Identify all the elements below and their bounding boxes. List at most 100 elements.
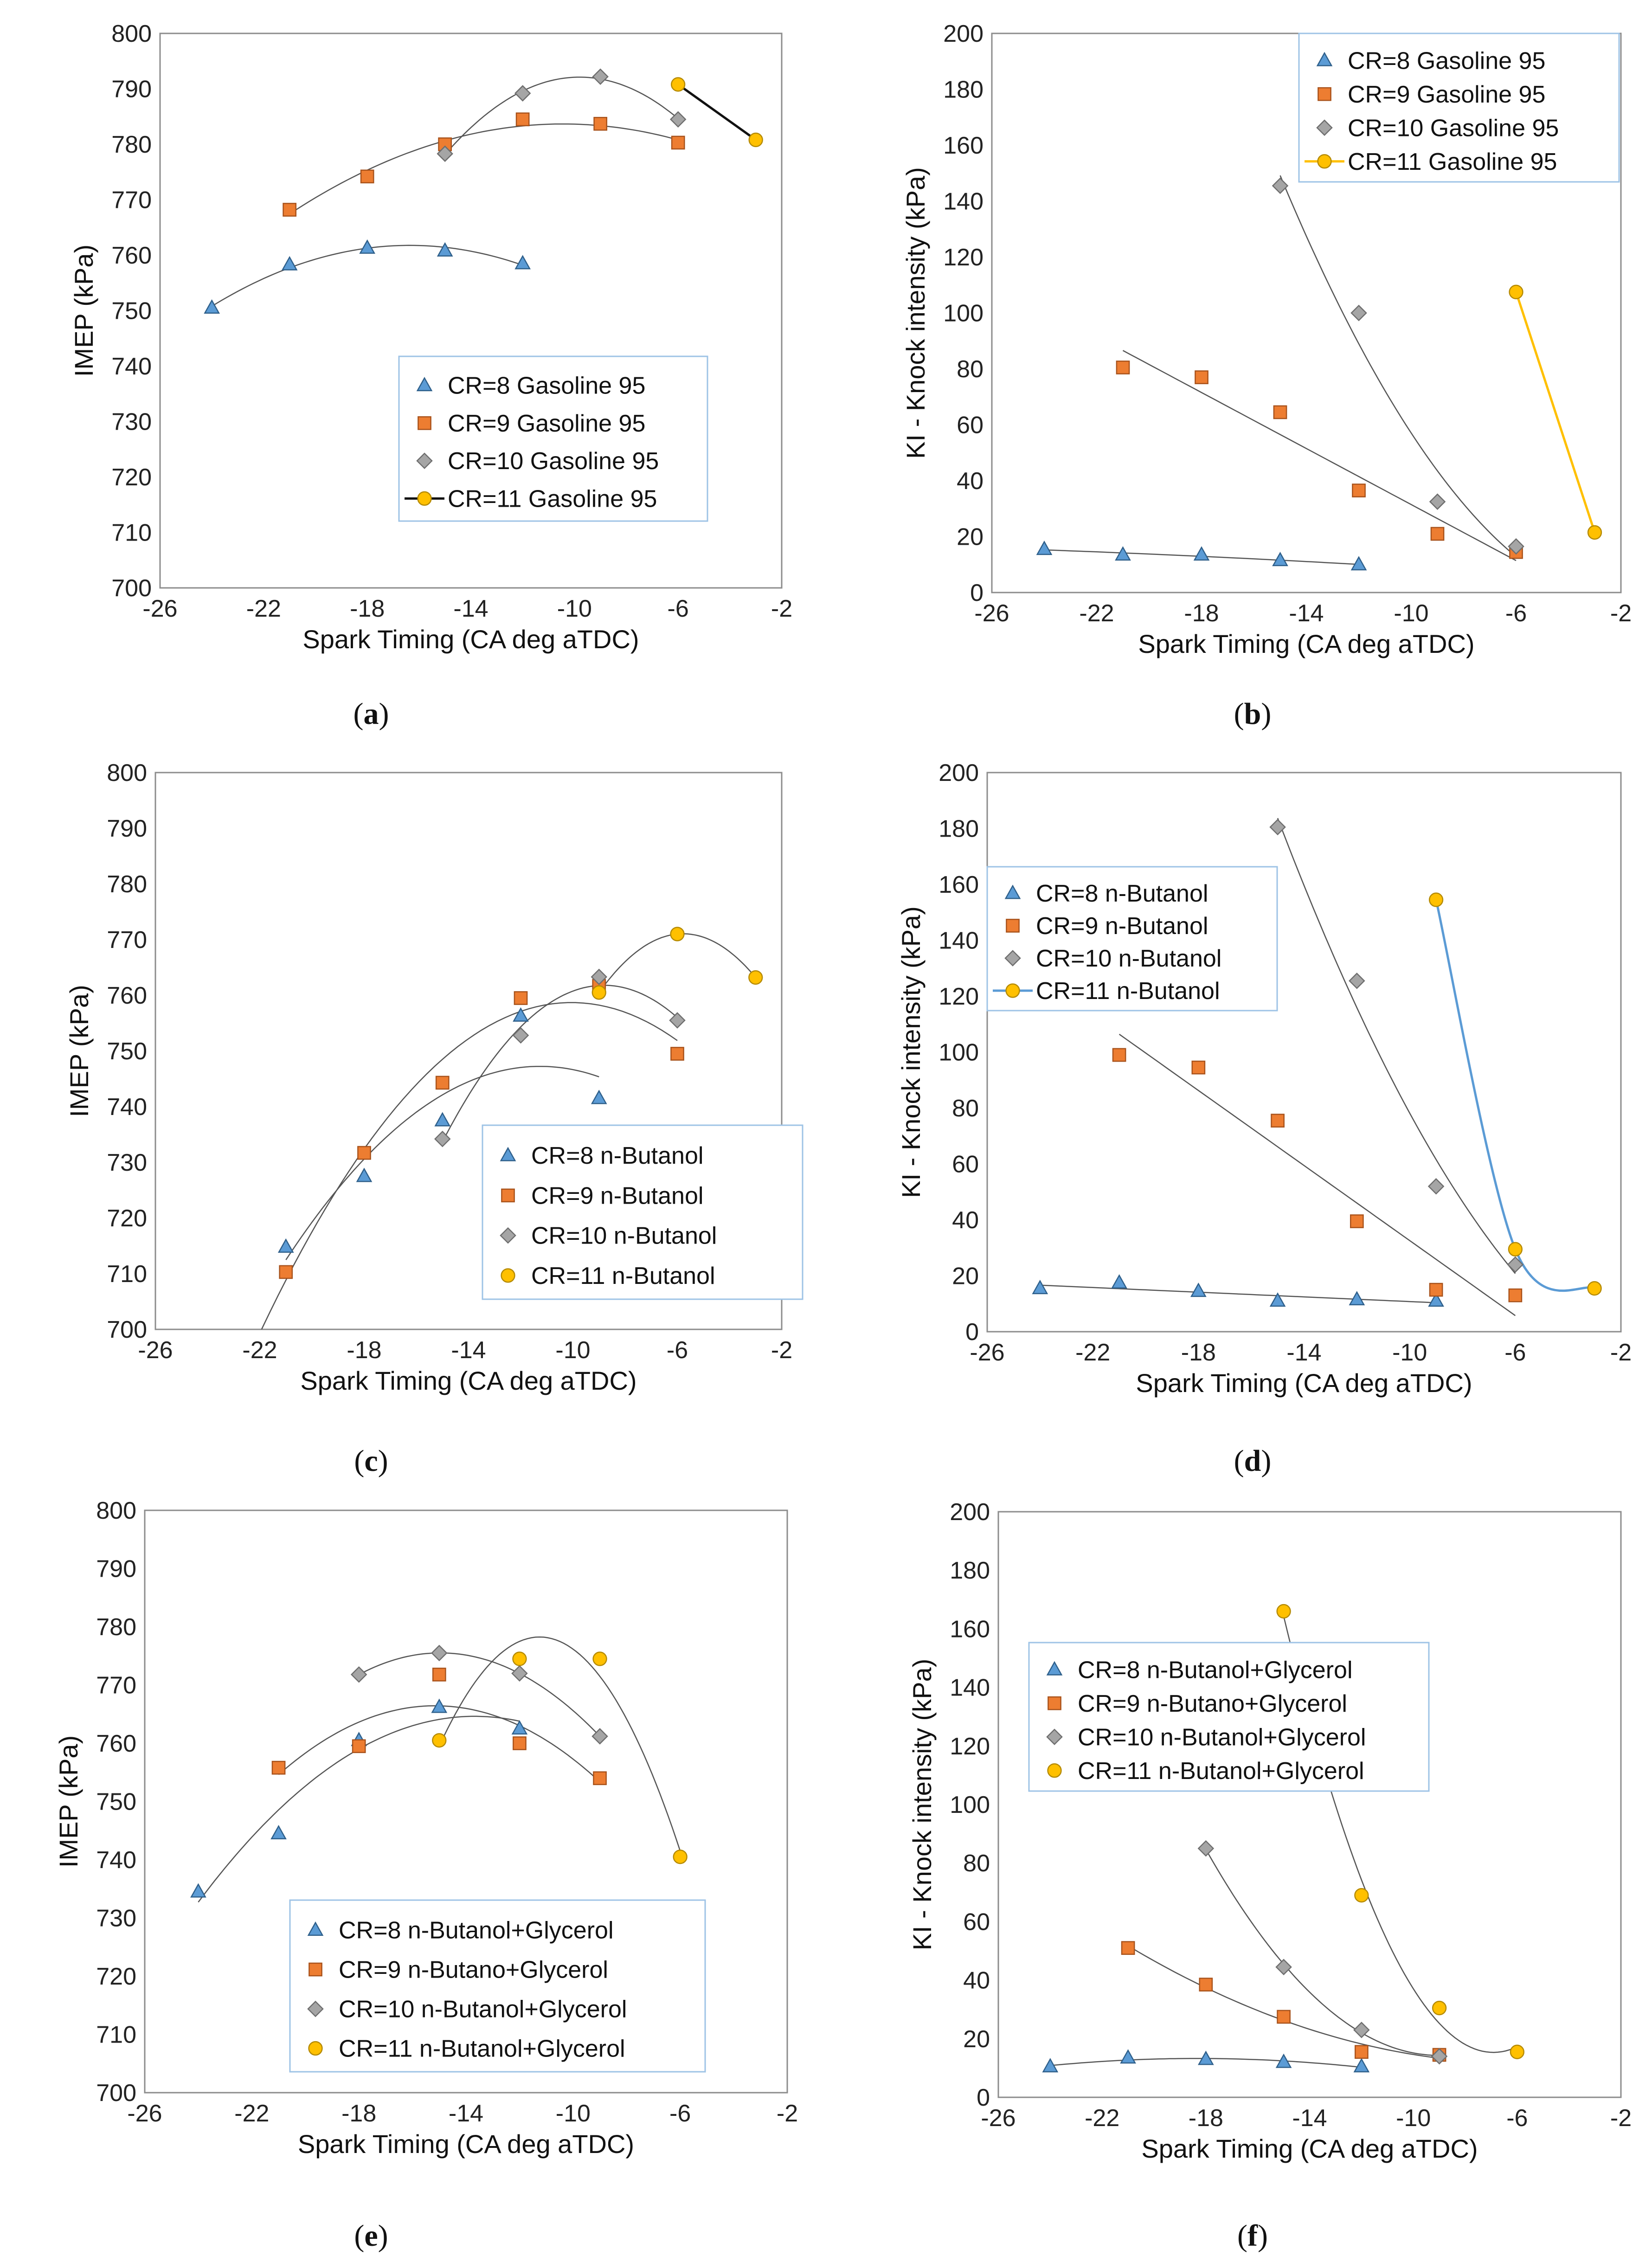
data-point: [1587, 1281, 1602, 1296]
data-point: [1354, 1888, 1369, 1903]
legend-entry: CR=10 n-Butanol: [531, 1223, 717, 1250]
x-tick-label: -26: [127, 2100, 162, 2127]
y-tick-label: 160: [943, 132, 983, 159]
legend-marker: [501, 1188, 515, 1203]
data-point: [1112, 1048, 1126, 1062]
data-point: [1195, 370, 1208, 384]
data-point: [1116, 361, 1130, 374]
data-point: [514, 255, 531, 270]
legend-entry: CR=11 n-Butanol+Glycerol: [1078, 1758, 1364, 1785]
y-tick-label: 80: [963, 1850, 990, 1877]
y-tick-label: 720: [111, 464, 152, 491]
y-tick-label: 20: [963, 2026, 990, 2053]
series-2: [437, 68, 687, 162]
data-point: [592, 1651, 607, 1666]
data-point: [1353, 2022, 1370, 2038]
data-point: [1349, 1291, 1365, 1306]
y-tick-label: 790: [111, 76, 152, 103]
x-tick-label: -18: [1189, 2105, 1223, 2132]
data-point: [1352, 483, 1366, 497]
y-tick-label: 740: [96, 1847, 136, 1874]
data-point: [1121, 1941, 1135, 1955]
data-point: [1275, 1959, 1292, 1975]
legend-entry: CR=9 n-Butanol: [1036, 913, 1208, 940]
legend-marker: [1046, 1728, 1063, 1746]
data-point: [1275, 2053, 1292, 2068]
x-tick-label: -10: [1394, 600, 1428, 627]
x-tick-label: -22: [246, 595, 281, 622]
x-tick-label: -22: [1085, 2105, 1119, 2132]
data-point: [1277, 2010, 1291, 2024]
legend-entry: CR=11 Gasoline 95: [1348, 148, 1557, 175]
trendline-series-3: [1435, 899, 1595, 1292]
y-tick-label: 700: [107, 1316, 147, 1343]
y-tick-label: 180: [943, 77, 983, 103]
trendline-series-2: [1277, 818, 1516, 1274]
y-tick-label: 160: [938, 871, 979, 898]
data-point: [431, 1698, 448, 1713]
series-3: [591, 927, 763, 1000]
panel-label: (c): [354, 1444, 388, 1478]
trendline-series-1: [1122, 350, 1517, 561]
trendline-series-2: [1205, 1849, 1440, 2056]
y-tick-label: 200: [938, 760, 979, 786]
legend-marker: [1046, 1661, 1063, 1676]
y-tick-label: 720: [96, 1963, 136, 1990]
data-point: [350, 1666, 367, 1683]
y-tick-label: 770: [96, 1672, 136, 1699]
data-point: [670, 1047, 684, 1061]
data-point: [432, 1733, 447, 1748]
legend-box: [1298, 32, 1620, 183]
trendline-series-2: [444, 77, 679, 155]
data-point: [434, 1112, 451, 1127]
data-point: [591, 1728, 608, 1745]
x-tick-label: -22: [242, 1337, 277, 1364]
y-tick-label: 140: [938, 928, 979, 954]
series-2: [1269, 819, 1524, 1273]
y-tick-label: 160: [950, 1616, 990, 1643]
data-point: [1272, 552, 1288, 567]
trendline-series-3: [438, 1636, 681, 1851]
data-point: [360, 169, 374, 184]
legend-marker: [416, 452, 433, 469]
data-point: [1197, 1840, 1215, 1857]
y-tick-label: 120: [943, 244, 983, 271]
y-tick-label: 180: [950, 1557, 990, 1584]
legend-entry: CR=9 n-Butanol: [531, 1182, 703, 1209]
legend-entry: CR=11 n-Butanol: [531, 1263, 715, 1289]
legend-marker: [501, 1268, 515, 1283]
data-point: [281, 256, 298, 271]
y-tick-label: 0: [965, 1319, 979, 1346]
x-tick-label: -2: [1610, 1339, 1632, 1366]
data-point: [1508, 1288, 1523, 1302]
legend-entry: CR=10 Gasoline 95: [1348, 115, 1559, 142]
legend-entry: CR=11 Gasoline 95: [448, 485, 657, 512]
data-point: [1429, 493, 1446, 510]
data-point: [1508, 1242, 1523, 1257]
panel-label: (a): [354, 697, 389, 731]
data-point: [357, 1146, 371, 1160]
data-point: [515, 112, 530, 127]
x-tick-label: -10: [556, 2100, 591, 2127]
y-tick-label: 200: [950, 1499, 990, 1526]
data-point: [1510, 2044, 1524, 2059]
series-2: [350, 1644, 608, 1745]
legend-marker: [1318, 87, 1331, 101]
y-tick-label: 140: [950, 1675, 990, 1702]
data-point: [356, 1167, 373, 1182]
y-tick-label: 790: [107, 815, 147, 842]
series-2: [1272, 177, 1524, 555]
legend-marker: [1316, 52, 1333, 66]
legend-entry: CR=8 Gasoline 95: [448, 373, 645, 400]
x-tick-label: -26: [138, 1337, 173, 1364]
y-tick-label: 760: [96, 1730, 136, 1757]
legend-entry: CR=8 n-Butanol: [531, 1142, 703, 1169]
data-point: [748, 132, 763, 148]
x-tick-label: -22: [1075, 1339, 1110, 1366]
trendline-series-3: [677, 83, 757, 141]
data-point: [1429, 1283, 1443, 1297]
data-point: [748, 970, 763, 985]
data-point: [431, 1644, 448, 1662]
legend-entry: CR=9 Gasoline 95: [1348, 81, 1545, 108]
